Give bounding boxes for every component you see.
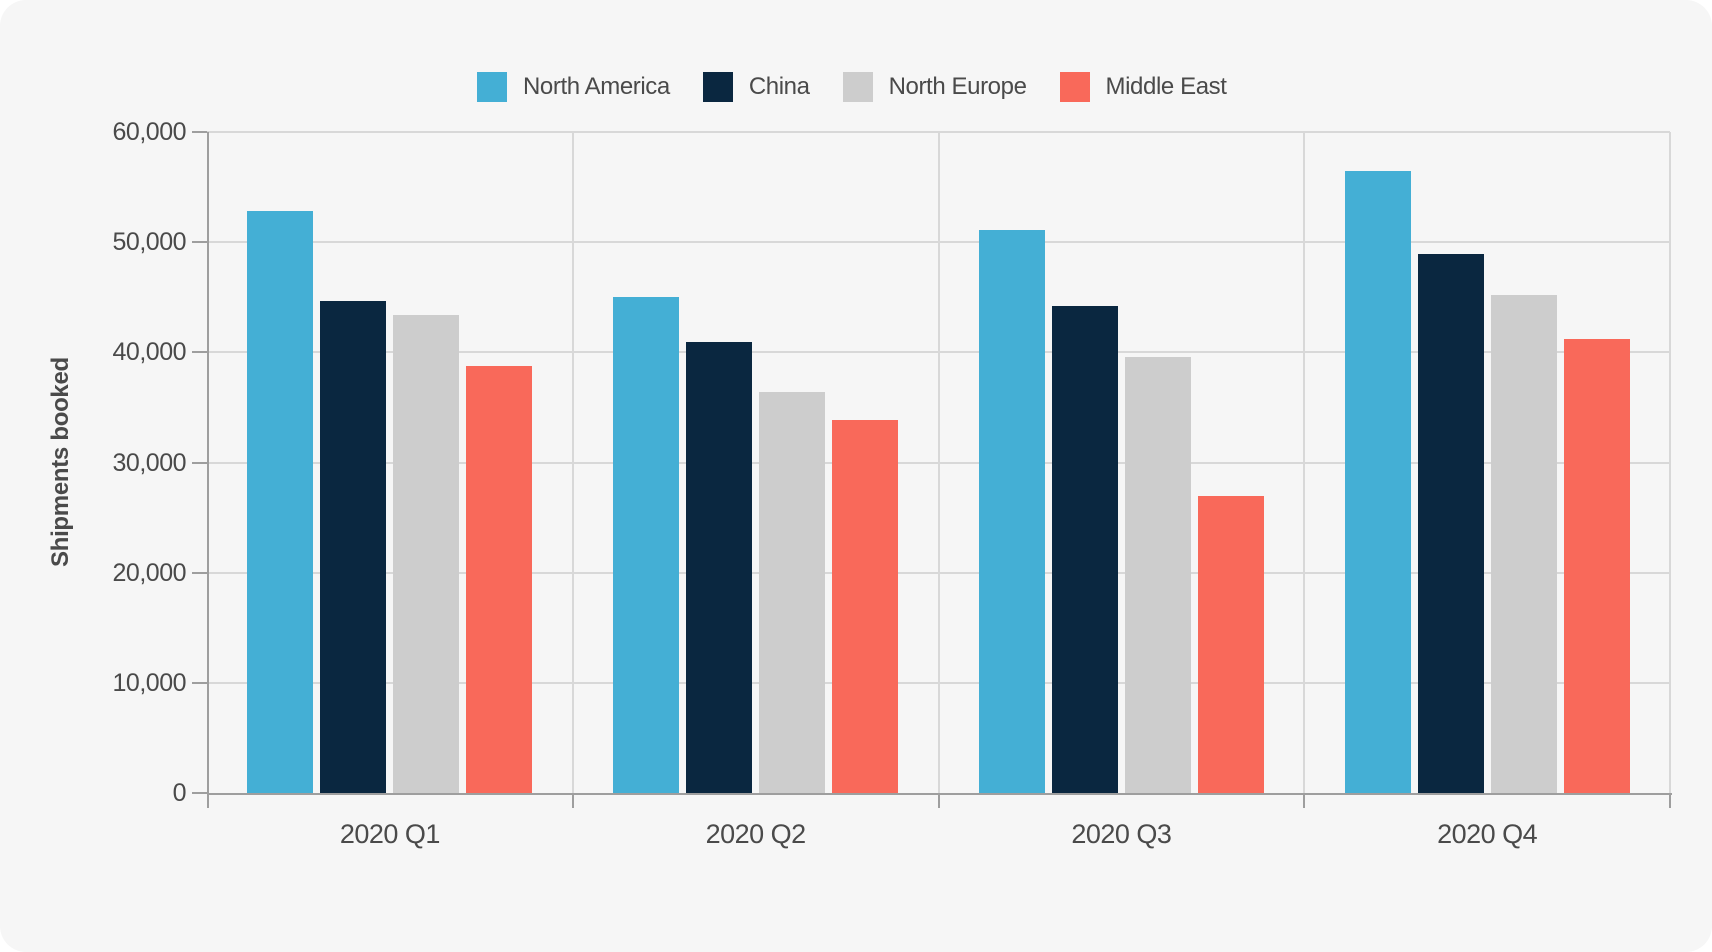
legend-label: North America [523, 73, 670, 100]
legend-swatch [842, 72, 873, 102]
gridline-vertical [1303, 132, 1306, 793]
y-axis-tick [192, 241, 207, 244]
legend-swatch [477, 72, 507, 102]
x-axis-tick [571, 793, 574, 808]
bar-north-europe [1124, 356, 1191, 793]
legend-swatch [702, 72, 733, 102]
bar-north-america [978, 230, 1045, 793]
x-axis-tick [937, 793, 940, 808]
x-axis-category-label: 2020 Q4 [1437, 819, 1538, 849]
bar-china [320, 300, 387, 793]
bar-north-america [247, 211, 314, 793]
gridline-vertical [571, 132, 574, 793]
y-axis-tick [192, 351, 207, 354]
legend-swatch [1059, 72, 1090, 102]
legend-item-north-america: North America [477, 72, 670, 102]
bar-north-america [613, 297, 680, 793]
y-axis-tick-label: 40,000 [112, 338, 187, 367]
legend-item-china: China [702, 72, 810, 102]
legend-label: Middle East [1105, 73, 1227, 100]
x-axis-line [207, 793, 1672, 795]
y-axis-tick-label: 20,000 [112, 558, 187, 587]
x-axis-tick [1669, 793, 1671, 808]
y-axis-tick-label: 60,000 [112, 118, 187, 146]
bar-middle-east [1197, 495, 1264, 793]
y-axis-tick-label: 10,000 [112, 668, 187, 697]
bar-middle-east [1563, 339, 1630, 793]
gridline-vertical [937, 132, 940, 793]
x-axis-category-label: 2020 Q1 [339, 819, 441, 849]
y-axis-tick [192, 681, 207, 684]
bar-china [1051, 306, 1118, 793]
legend-item-middle-east: Middle East [1059, 72, 1227, 102]
y-axis-tick-label: 0 [172, 779, 187, 807]
y-axis-tick [192, 571, 207, 574]
bar-china [686, 342, 753, 793]
y-axis-tick [192, 792, 207, 794]
bar-north-europe [393, 314, 460, 793]
bar-china [1417, 254, 1484, 793]
x-axis-tick [1303, 793, 1306, 808]
x-axis-category-label: 2020 Q2 [705, 819, 807, 849]
x-axis-category-label: 2020 Q3 [1071, 819, 1172, 849]
y-axis-tick-label: 50,000 [112, 228, 187, 257]
bar-middle-east [466, 365, 533, 793]
legend-item-north-europe: North Europe [842, 72, 1027, 102]
gridline-vertical [1669, 132, 1671, 793]
legend-label: China [748, 73, 810, 100]
y-axis-line [207, 132, 209, 808]
bar-middle-east [832, 419, 899, 793]
bar-north-europe [1490, 295, 1557, 793]
y-axis-tick [192, 131, 207, 133]
bar-north-america [1344, 170, 1411, 793]
legend: North America China North Europe Middle Eas… [477, 72, 1227, 102]
legend-label: North Europe [888, 73, 1027, 100]
y-axis-tick [192, 461, 207, 464]
bar-north-europe [759, 391, 826, 793]
y-axis-tick-label: 30,000 [112, 448, 187, 477]
